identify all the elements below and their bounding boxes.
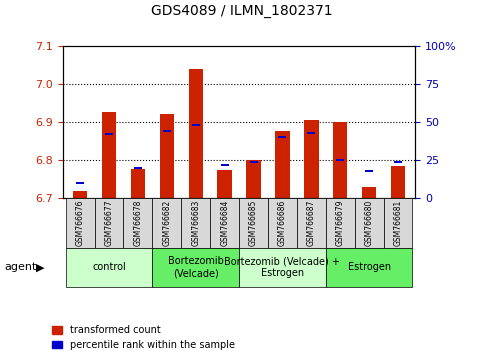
- Text: Estrogen: Estrogen: [348, 262, 391, 272]
- Bar: [73, 192, 87, 198]
- FancyBboxPatch shape: [66, 248, 152, 287]
- Text: GSM766684: GSM766684: [220, 200, 229, 246]
- Bar: [333, 122, 347, 198]
- Bar: [365, 170, 373, 172]
- FancyBboxPatch shape: [268, 198, 297, 248]
- Legend: transformed count, percentile rank within the sample: transformed count, percentile rank withi…: [48, 321, 239, 354]
- Bar: [394, 161, 402, 163]
- Text: GSM766677: GSM766677: [104, 200, 114, 246]
- Text: GSM766687: GSM766687: [307, 200, 316, 246]
- Text: GDS4089 / ILMN_1802371: GDS4089 / ILMN_1802371: [151, 4, 332, 18]
- FancyBboxPatch shape: [384, 198, 412, 248]
- Text: GSM766681: GSM766681: [394, 200, 402, 246]
- FancyBboxPatch shape: [66, 198, 95, 248]
- Bar: [159, 114, 174, 198]
- FancyBboxPatch shape: [239, 248, 326, 287]
- Bar: [76, 182, 84, 184]
- Text: Bortezomib
(Velcade): Bortezomib (Velcade): [168, 256, 224, 278]
- Bar: [163, 130, 171, 132]
- FancyBboxPatch shape: [124, 198, 152, 248]
- Bar: [275, 131, 290, 198]
- FancyBboxPatch shape: [297, 198, 326, 248]
- FancyBboxPatch shape: [181, 198, 210, 248]
- Text: GSM766683: GSM766683: [191, 200, 200, 246]
- Bar: [362, 187, 376, 198]
- FancyBboxPatch shape: [95, 198, 124, 248]
- FancyBboxPatch shape: [239, 198, 268, 248]
- Bar: [391, 166, 405, 198]
- Bar: [304, 120, 319, 198]
- Text: agent: agent: [5, 262, 37, 272]
- Text: GSM766686: GSM766686: [278, 200, 287, 246]
- Bar: [192, 124, 199, 126]
- Bar: [336, 159, 344, 161]
- Text: GSM766676: GSM766676: [76, 200, 85, 246]
- Text: GSM766685: GSM766685: [249, 200, 258, 246]
- FancyBboxPatch shape: [326, 248, 412, 287]
- Bar: [102, 112, 116, 198]
- FancyBboxPatch shape: [152, 198, 181, 248]
- Text: GSM766679: GSM766679: [336, 200, 345, 246]
- Bar: [188, 69, 203, 198]
- Bar: [250, 161, 257, 163]
- Bar: [279, 136, 286, 138]
- FancyBboxPatch shape: [355, 198, 384, 248]
- Bar: [307, 132, 315, 134]
- Text: control: control: [92, 262, 126, 272]
- Text: Bortezomib (Velcade) +
Estrogen: Bortezomib (Velcade) + Estrogen: [225, 256, 341, 278]
- Bar: [217, 170, 232, 198]
- Text: GSM766680: GSM766680: [365, 200, 374, 246]
- FancyBboxPatch shape: [152, 248, 239, 287]
- FancyBboxPatch shape: [326, 198, 355, 248]
- FancyBboxPatch shape: [210, 198, 239, 248]
- Text: ▶: ▶: [36, 262, 45, 272]
- Text: GSM766678: GSM766678: [133, 200, 142, 246]
- Bar: [105, 133, 113, 136]
- Bar: [246, 160, 261, 198]
- Bar: [131, 169, 145, 198]
- Text: GSM766682: GSM766682: [162, 200, 171, 246]
- Bar: [221, 164, 228, 166]
- Bar: [134, 167, 142, 169]
